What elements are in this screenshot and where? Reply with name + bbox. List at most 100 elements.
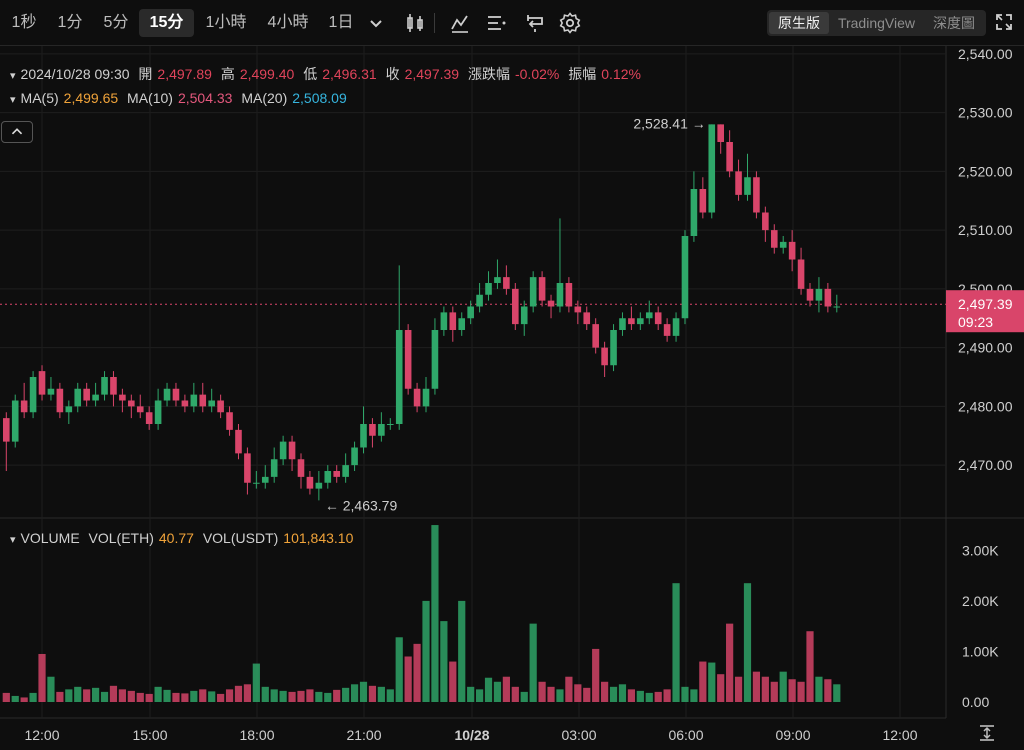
replay-icon[interactable] bbox=[523, 11, 547, 35]
volume-bar-86 bbox=[770, 681, 778, 702]
price-tag-price: 2,497.39 bbox=[958, 296, 1013, 312]
candle-body-15 bbox=[136, 406, 144, 413]
volume-bar-81 bbox=[726, 623, 734, 702]
candle-body-85 bbox=[762, 212, 769, 231]
x-tick-label-7: 09:00 bbox=[775, 727, 810, 743]
volume-bar-22 bbox=[199, 689, 207, 702]
close-value: 2,497.39 bbox=[404, 66, 460, 82]
volume-bar-77 bbox=[690, 689, 698, 702]
ma5-label: MA(5) bbox=[20, 90, 59, 106]
view-native[interactable]: 原生版 bbox=[768, 12, 829, 34]
candle-body-22 bbox=[199, 394, 207, 407]
candle-body-2 bbox=[20, 400, 28, 413]
volume-bar-57 bbox=[511, 686, 519, 702]
timeframe-6[interactable]: 1日 bbox=[328, 14, 354, 31]
candle-body-68 bbox=[610, 330, 617, 366]
ma-collapse-icon[interactable]: ▾ bbox=[10, 94, 16, 106]
ma10-label: MA(10) bbox=[127, 90, 173, 106]
price-tick-label-4: 2,510.00 bbox=[958, 222, 1013, 238]
open-label: 開 bbox=[138, 66, 153, 82]
candle-body-11 bbox=[101, 377, 108, 395]
candle-body-90 bbox=[806, 288, 814, 301]
candle-body-47 bbox=[422, 388, 430, 407]
volume-bar-16 bbox=[145, 693, 153, 702]
volume-bar-43 bbox=[386, 689, 394, 702]
timeframe-5[interactable]: 4小時 bbox=[267, 14, 309, 31]
amplitude-value: 0.12% bbox=[601, 66, 641, 82]
view-tradingview[interactable]: TradingView bbox=[837, 15, 915, 31]
candle-body-20 bbox=[181, 400, 189, 407]
candle-body-87 bbox=[779, 241, 787, 248]
candle-body-41 bbox=[369, 424, 376, 436]
candle-body-67 bbox=[601, 347, 608, 366]
candle-body-28 bbox=[253, 482, 260, 484]
volume-bar-44 bbox=[395, 637, 403, 702]
legend-collapse-button[interactable] bbox=[1, 121, 33, 143]
settings-list-icon[interactable] bbox=[484, 11, 508, 35]
candle-body-91 bbox=[815, 288, 823, 301]
candle-body-93 bbox=[833, 306, 841, 308]
candle-body-7 bbox=[65, 406, 73, 413]
candle-body-31 bbox=[279, 441, 287, 460]
candle-body-21 bbox=[190, 394, 198, 407]
candle-body-34 bbox=[306, 476, 314, 489]
candle-body-4 bbox=[38, 371, 46, 395]
candle-body-6 bbox=[56, 388, 64, 413]
volume-tick-label-3: 3.00K bbox=[962, 542, 999, 558]
candle-body-17 bbox=[154, 400, 162, 424]
volume-bar-63 bbox=[565, 676, 573, 702]
ma-legend: ▾ MA(5) 2,499.65 MA(10) 2,504.33 MA(20) 2,50… bbox=[10, 90, 352, 106]
volume-bar-36 bbox=[324, 692, 332, 702]
volume-bar-62 bbox=[556, 689, 564, 702]
x-tick-label-8: 12:00 bbox=[882, 727, 917, 743]
low-annotation: ← 2,463.79 bbox=[325, 497, 398, 513]
change-label: 漲跌幅 bbox=[467, 66, 510, 82]
gear-icon[interactable] bbox=[558, 11, 582, 35]
ohlc-collapse-icon[interactable]: ▾ bbox=[10, 70, 16, 82]
volume-bar-76 bbox=[681, 686, 689, 702]
candle-body-89 bbox=[797, 259, 805, 289]
candle-body-57 bbox=[512, 288, 519, 325]
timeframe-3[interactable]: 15分 bbox=[139, 9, 194, 37]
volume-bar-89 bbox=[797, 681, 805, 702]
volume-bar-27 bbox=[243, 684, 252, 702]
view-depth[interactable]: 深度圖 bbox=[933, 15, 975, 31]
volume-collapse-icon[interactable]: ▾ bbox=[10, 534, 16, 546]
volume-bar-37 bbox=[333, 689, 341, 702]
candle-body-37 bbox=[333, 471, 341, 477]
timeframe-2[interactable]: 5分 bbox=[103, 14, 129, 31]
chevron-down-icon[interactable] bbox=[364, 11, 388, 35]
candle-body-73 bbox=[654, 312, 662, 325]
candle-body-29 bbox=[261, 476, 269, 483]
volume-bar-35 bbox=[315, 691, 323, 702]
indicator-icon[interactable] bbox=[448, 11, 472, 35]
volume-bar-72 bbox=[645, 692, 653, 702]
volume-bar-26 bbox=[234, 685, 243, 702]
volume-bar-3 bbox=[29, 692, 37, 702]
candle-body-40 bbox=[360, 424, 367, 448]
volume-bar-40 bbox=[359, 681, 368, 702]
candle-body-5 bbox=[47, 388, 55, 395]
vol-eth-value: 40.77 bbox=[158, 530, 194, 546]
candle-body-18 bbox=[163, 388, 171, 401]
candle-body-8 bbox=[74, 388, 82, 407]
volume-bar-83 bbox=[743, 583, 752, 702]
volume-bar-49 bbox=[440, 621, 448, 702]
timeframe-4[interactable]: 1小時 bbox=[205, 14, 247, 31]
x-tick-label-5: 03:00 bbox=[561, 727, 596, 743]
candle-body-32 bbox=[288, 441, 296, 460]
candle-body-1 bbox=[11, 400, 19, 442]
volume-bar-7 bbox=[65, 689, 73, 702]
scale-reset-icon[interactable] bbox=[978, 724, 996, 742]
expand-icon[interactable] bbox=[994, 12, 1014, 32]
chart-toolbar: 1秒 1分 5分 15分 1小時 4小時 1日 原生版 TradingView 深度圖 bbox=[0, 0, 1024, 46]
candle-body-10 bbox=[92, 394, 99, 401]
candle-body-36 bbox=[324, 471, 332, 483]
candle-body-76 bbox=[681, 236, 689, 319]
volume-bar-21 bbox=[190, 690, 198, 702]
timeframe-0[interactable]: 1秒 bbox=[11, 14, 37, 31]
candlestick-icon[interactable] bbox=[403, 11, 427, 35]
timeframe-1[interactable]: 1分 bbox=[57, 14, 83, 31]
candle-body-23 bbox=[208, 400, 215, 407]
